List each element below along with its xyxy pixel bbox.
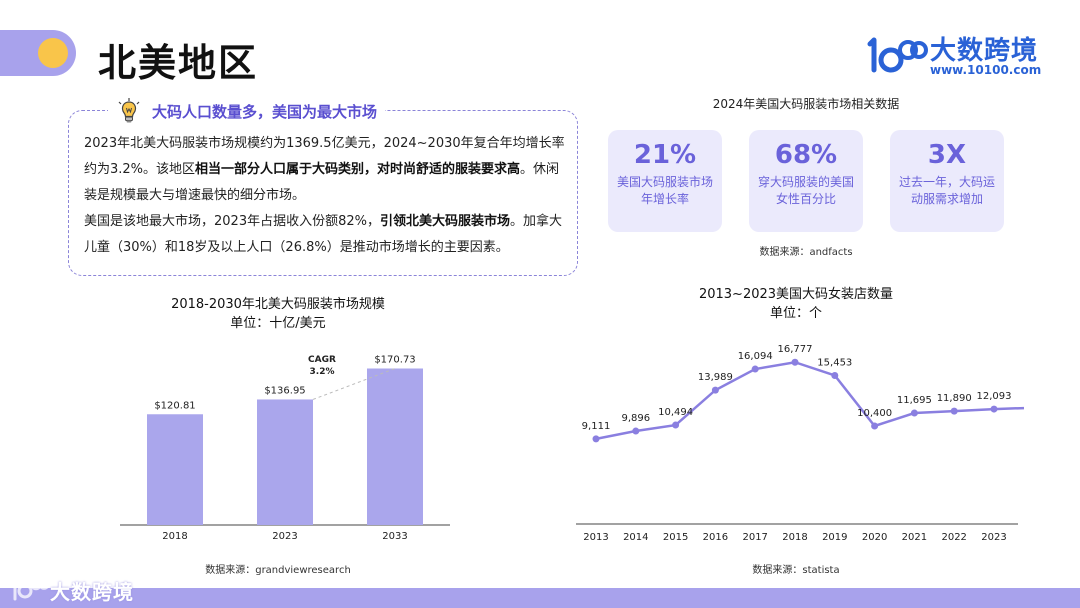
stat-label: 穿大码服装的美国女性百分比	[757, 175, 854, 206]
footer-logo-icon	[10, 574, 50, 601]
bar-chart-title: 2018-2030年北美大码服装市场规模 单位：十亿/美元	[118, 295, 438, 333]
bar-chart-title-text: 2018-2030年北美大码服装市场规模	[171, 297, 385, 312]
line-chart-subtitle: 单位：个	[769, 306, 822, 321]
line-value-label: 16,094	[738, 351, 773, 362]
line-point-2017	[751, 365, 759, 373]
footer-bar	[0, 588, 1080, 608]
stats-source: 数据来源：andfacts	[759, 247, 853, 258]
lightbulb-icon	[118, 98, 140, 123]
bar-category-label: 2018	[162, 531, 187, 542]
stats-title: 2024年美国大码服装市场相关数据	[712, 97, 900, 111]
cagr-value: 3.2%	[310, 367, 335, 377]
summary-body: 2023年北美大码服装市场规模约为1369.5亿美元，2024~2030年复合年…	[84, 131, 568, 261]
page-title: 北美地区	[98, 41, 259, 85]
line-point-2013	[592, 435, 600, 443]
stat-value: 68%	[774, 140, 838, 170]
stat-value: 21%	[633, 140, 697, 170]
bar-chart: $120.81 2018 $136.95 2023 $170.73 2033 CAGR 3.2…	[120, 354, 450, 542]
summary-heading: 大码人口数量多，美国为最大市场	[108, 98, 386, 123]
line-category-label: 2014	[623, 532, 648, 543]
summary-paragraph-2: 美国是该地最大市场，2023年占据收入份额82%，引领北美大码服装市场。加拿大儿…	[84, 209, 568, 261]
line-category-label: 2017	[742, 532, 767, 543]
line-value-label: 9,896	[621, 413, 650, 424]
bar-chart-source: 数据来源：grandviewresearch	[205, 565, 351, 576]
line-value-label: 9,111	[582, 421, 611, 432]
summary-heading-text: 大码人口数量多，美国为最大市场	[152, 102, 378, 121]
header-accent-dot	[38, 38, 68, 68]
bar-value-label: $170.73	[374, 354, 415, 365]
line-chart-title-text: 2013~2023美国大码女装店数量	[698, 287, 894, 302]
stat-value: 3X	[927, 140, 967, 170]
stat-card-growth: 21% 美国大码服装市场年增长率	[608, 130, 722, 232]
brand-block[interactable]: 大数跨境 www.10100.com	[864, 30, 1042, 80]
summary-text: 。休闲装是规模最大与增速最快的细分市场。	[84, 162, 560, 203]
line-category-label: 2022	[941, 532, 966, 543]
line-category-label: 2015	[663, 532, 688, 543]
line-category-label: 2016	[703, 532, 728, 543]
bar-chart-subtitle: 单位：十亿/美元	[230, 316, 326, 331]
line-chart-source: 数据来源：statista	[752, 565, 840, 576]
summary-text: 。加拿大儿童（30%）和18岁及以上人口（26.8%）是推动市场增长的主要因素。	[84, 214, 563, 255]
line-series	[595, 360, 1025, 441]
line-value-label: 10,400	[857, 408, 892, 419]
line-point-2014	[632, 427, 640, 435]
line-point-2023	[990, 405, 998, 413]
cagr-label: CAGR	[308, 355, 336, 365]
line-point-2021	[910, 409, 918, 417]
line-value-label: 11,890	[937, 393, 972, 404]
line-value-label: 11,695	[897, 395, 932, 406]
line-value-label: 13,989	[698, 372, 733, 383]
stat-label: 美国大码服装市场年增长率	[616, 175, 713, 206]
brand-logo-icon	[867, 37, 928, 73]
line-chart: 9,111 2013 9,896 2014 10,494 2015 13,989 2016 16…	[576, 344, 1025, 543]
cagr-trend-line	[312, 368, 396, 400]
summary-box	[68, 110, 578, 276]
line-category-label: 2023	[981, 532, 1006, 543]
summary-emphasis: 相当一部分人口属于大码类别，对时尚舒适的服装要求高	[195, 162, 521, 177]
stat-card-sportswear: 3X 过去一年，大码运动服需求增加	[890, 130, 1004, 232]
line-category-label: 2018	[782, 532, 807, 543]
footer-logo-text: 大数跨境	[50, 580, 134, 604]
summary-paragraph-1: 2023年北美大码服装市场规模约为1369.5亿美元，2024~2030年复合年…	[84, 131, 568, 209]
bar-value-label: $136.95	[264, 385, 305, 396]
stat-card-women: 68% 穿大码服装的美国女性百分比	[749, 130, 863, 232]
bar-category-label: 2033	[382, 531, 407, 542]
bar-2023	[257, 399, 313, 525]
line-category-label: 2021	[902, 532, 927, 543]
line-value-label: 16,777	[778, 344, 813, 355]
summary-emphasis: 引领北美大码服装市场	[379, 214, 510, 229]
line-point-2016	[711, 386, 719, 394]
summary-text: 美国是该地最大市场，2023年占据收入份额82%，	[84, 214, 380, 229]
line-category-label: 2020	[862, 532, 887, 543]
line-point-2020	[871, 422, 879, 430]
brand-url[interactable]: www.10100.com	[930, 63, 1042, 77]
bar-category-label: 2023	[272, 531, 297, 542]
summary-text: 2023年北美大码服装市场规模约为1369.5亿美元，2024~2030年复合年…	[84, 136, 565, 177]
bar-2033	[367, 368, 423, 525]
bar-value-label: $120.81	[154, 400, 195, 411]
line-value-label: 12,093	[977, 391, 1012, 402]
line-category-label: 2013	[583, 532, 608, 543]
brand-name: 大数跨境	[930, 36, 1039, 66]
line-category-label: 2019	[822, 532, 847, 543]
line-chart-title: 2013~2023美国大码女装店数量 单位：个	[596, 285, 996, 323]
stat-label: 过去一年，大码运动服需求增加	[898, 175, 995, 206]
line-value-label: 10,494	[658, 407, 693, 418]
line-point-2019	[831, 371, 839, 379]
line-value-label: 15,453	[817, 357, 852, 368]
line-point-2018	[791, 358, 799, 366]
line-point-2022	[950, 407, 958, 415]
bar-2018	[147, 414, 203, 525]
line-point-2015	[672, 421, 680, 429]
